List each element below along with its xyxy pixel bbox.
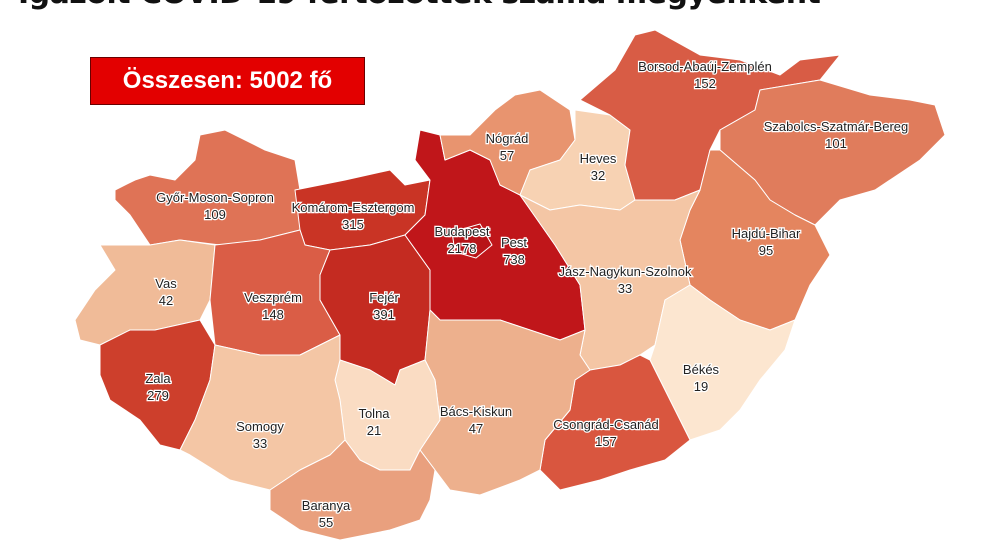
county-name-label: Nógrád [486, 131, 529, 146]
county-name-label: Pest [501, 235, 527, 250]
county-value-label: 101 [825, 136, 847, 151]
county-value-label: 109 [204, 207, 226, 222]
county-value-label: 152 [694, 76, 716, 91]
county-value-label: 738 [503, 252, 525, 267]
county-name-label: Csongrád-Csanád [553, 417, 659, 432]
county-value-label: 2178 [448, 241, 477, 256]
county-gyor-moson-sopron [114, 129, 301, 246]
county-name-label: Hajdú-Bihar [732, 226, 801, 241]
county-name-label: Bács-Kiskun [440, 404, 512, 419]
county-value-label: 32 [591, 168, 605, 183]
county-value-label: 95 [759, 243, 773, 258]
county-value-label: 157 [595, 434, 617, 449]
county-value-label: 21 [367, 423, 381, 438]
county-name-label: Vas [155, 276, 177, 291]
county-value-label: 57 [500, 148, 514, 163]
map-title: Igazolt COVID-19 fertőzöttek száma megyé… [18, 0, 821, 11]
county-bekes [649, 284, 796, 441]
county-name-label: Szabolcs-Szatmár-Bereg [764, 119, 909, 134]
county-value-label: 42 [159, 293, 173, 308]
county-value-label: 391 [373, 307, 395, 322]
county-name-label: Borsod-Abaúj-Zemplén [638, 59, 772, 74]
county-value-label: 315 [342, 217, 364, 232]
county-name-label: Budapest [435, 224, 490, 239]
county-value-label: 33 [253, 436, 267, 451]
county-name-label: Győr-Moson-Sopron [156, 190, 274, 205]
county-budapest [451, 223, 493, 259]
county-name-label: Baranya [302, 498, 351, 513]
county-name-label: Veszprém [244, 290, 302, 305]
county-value-label: 19 [694, 379, 708, 394]
county-name-label: Somogy [236, 419, 284, 434]
county-value-label: 279 [147, 388, 169, 403]
county-name-label: Heves [580, 151, 617, 166]
county-value-label: 148 [262, 307, 284, 322]
county-name-label: Zala [145, 371, 171, 386]
total-cases-badge: Összesen: 5002 fő [90, 57, 365, 105]
county-value-label: 47 [469, 421, 483, 436]
county-name-label: Jász-Nagykun-Szolnok [559, 264, 692, 279]
county-name-label: Tolna [358, 406, 390, 421]
county-value-label: 55 [319, 515, 333, 530]
county-name-label: Komárom-Esztergom [292, 200, 415, 215]
county-name-label: Fejér [369, 290, 399, 305]
county-name-label: Békés [683, 362, 720, 377]
county-value-label: 33 [618, 281, 632, 296]
county-baranya [269, 439, 436, 541]
